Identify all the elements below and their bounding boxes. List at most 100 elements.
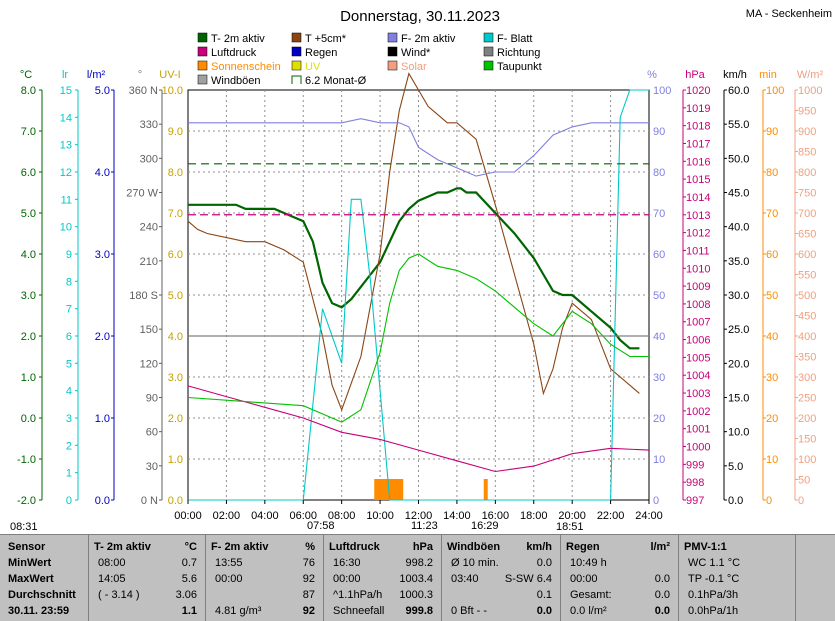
time-tick: 16:00 [482, 510, 510, 522]
wind-axis-tick: 40.0 [728, 222, 749, 234]
time-tick: 12:00 [405, 510, 433, 522]
stats-unit: °C [184, 541, 197, 553]
lr-axis-tick: 4 [66, 386, 72, 398]
axis-unit-label: hPa [685, 69, 705, 81]
legend-swatch [387, 32, 398, 43]
stats-time: 03:40 [451, 573, 479, 585]
stats-title: Regen [566, 541, 600, 553]
series-line [188, 118, 649, 177]
stats-title: F- 2m aktiv [211, 541, 269, 553]
lr-axis-tick: 9 [66, 249, 72, 261]
rain-axis-tick: 4.0 [95, 167, 110, 179]
stats-time: WC 1.1 °C [688, 557, 741, 569]
wind-axis-tick: 25.0 [728, 324, 749, 336]
dawn-time: 08:31 [10, 521, 38, 530]
humidity-axis-tick: 70 [653, 208, 665, 220]
stats-time: 0.0hPa/1h [688, 605, 739, 617]
stats-time: Gesamt: [570, 589, 612, 601]
pressure-axis-tick: 1008 [686, 299, 710, 311]
axis-unit-label: lr [62, 69, 68, 81]
solar-axis-tick: 400 [798, 331, 816, 343]
stats-value: 1003.4 [399, 573, 433, 585]
stats-time: ( - 3.14 ) [98, 589, 140, 601]
time-tick: 18:00 [520, 510, 548, 522]
stats-title: PMV-1:1 [684, 541, 727, 553]
solar-axis-tick: 750 [798, 188, 816, 200]
lr-axis-tick: 13 [60, 140, 72, 152]
lr-axis-tick: 7 [66, 304, 72, 316]
stats-value: 76 [302, 557, 315, 569]
stats-value: 0.0 [654, 573, 670, 585]
stats-time: 0 Bft - - [451, 605, 488, 617]
stats-value: 92 [302, 573, 315, 585]
legend-label: Richtung [497, 47, 540, 59]
humidity-axis-tick: 100 [653, 85, 671, 97]
stats-time: 00:00 [215, 573, 243, 585]
stats-value: 0.0 [536, 557, 552, 569]
axis-unit-label: °C [20, 69, 32, 81]
legend-label: T +5cm* [305, 33, 347, 45]
row-label-min: MinWert [8, 557, 52, 569]
temp-axis-tick: 3.0 [21, 290, 36, 302]
pressure-axis-tick: 997 [686, 495, 704, 507]
solar-axis-tick: 300 [798, 372, 816, 384]
wind-axis-tick: 30.0 [728, 290, 749, 302]
sunrise-time: 07:58 [307, 520, 335, 530]
direction-axis-tick: 30 [146, 461, 158, 473]
stats-value: 3.06 [175, 589, 197, 601]
direction-axis-tick: 330 [140, 119, 158, 131]
row-label-current: 30.11. 23:59 [8, 605, 70, 617]
pressure-axis-tick: 1009 [686, 281, 710, 293]
temp-axis-tick: 8.0 [21, 85, 36, 97]
rain-axis-tick: 1.0 [95, 413, 110, 425]
humidity-axis-tick: 10 [653, 454, 665, 466]
pressure-axis-tick: 1015 [686, 174, 710, 186]
lr-axis-tick: 15 [60, 85, 72, 97]
legend-swatch [197, 32, 208, 43]
solar-axis-tick: 200 [798, 413, 816, 425]
humidity-axis-tick: 0 [653, 495, 659, 507]
stats-value: S-SW 6.4 [504, 573, 552, 585]
wind-axis-tick: 35.0 [728, 256, 749, 268]
station-name: MA - Seckenheim [746, 8, 832, 20]
time-tick: 14:00 [443, 510, 471, 522]
direction-axis-tick: 90 [146, 393, 158, 405]
sunshine-axis-tick: 80 [766, 167, 778, 179]
lr-axis-tick: 0 [66, 495, 72, 507]
direction-axis-tick: 270 W [126, 188, 158, 200]
row-label-avg: Durchschnitt [8, 589, 76, 601]
sunshine-axis-tick: 10 [766, 454, 778, 466]
grid [188, 90, 649, 500]
stats-value: 92 [302, 605, 315, 617]
legend: T- 2m aktiv T +5cm* F- 2m aktiv F- Blatt Luf… [197, 32, 542, 87]
rain-axis-tick: 5.0 [95, 85, 110, 97]
solar-axis-tick: 450 [798, 311, 816, 323]
stats-time: 00:00 [333, 573, 361, 585]
temp-axis-tick: 1.0 [21, 372, 36, 384]
legend-label: F- 2m aktiv [401, 33, 456, 45]
solar-axis-tick: 50 [798, 475, 810, 487]
sunshine-axis-tick: 20 [766, 413, 778, 425]
pressure-axis-tick: 1001 [686, 424, 710, 436]
temp-axis-tick: 4.0 [21, 249, 36, 261]
solar-axis-tick: 850 [798, 147, 816, 159]
stats-time: 00:00 [570, 573, 598, 585]
stats-value: 0.7 [181, 557, 197, 569]
pressure-axis-tick: 1020 [686, 85, 710, 97]
solar-axis-tick: 0 [798, 495, 804, 507]
stats-column: T- 2m aktiv °C 08:00 0.7 14:05 5.6 ( - 3.14 ) 3… [88, 535, 206, 621]
solar-axis-tick: 650 [798, 229, 816, 241]
uv-axis-tick: 1.0 [168, 454, 183, 466]
stats-title: Luftdruck [329, 541, 380, 553]
stats-column: PMV-1:1 WC 1.1 °C TP -0.1 °C 0.1hPa/3h 0.0hP… [678, 535, 796, 621]
axis-unit-label: ° [138, 69, 142, 81]
solar-axis-tick: 950 [798, 106, 816, 118]
axis-unit-label: % [647, 69, 657, 81]
direction-axis-tick: 150 [140, 324, 158, 336]
humidity-axis-tick: 80 [653, 167, 665, 179]
stats-value: 1.1 [181, 605, 197, 617]
humidity-axis-tick: 30 [653, 372, 665, 384]
stats-value: 0.0 [654, 605, 670, 617]
rain-axis-tick: 2.0 [95, 331, 110, 343]
pressure-axis-tick: 998 [686, 477, 704, 489]
